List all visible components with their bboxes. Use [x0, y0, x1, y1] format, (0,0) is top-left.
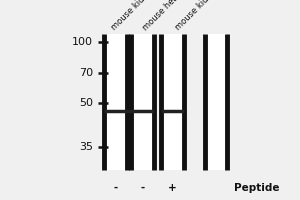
Text: mouse kidney: mouse kidney	[109, 0, 157, 32]
Text: Peptide: Peptide	[234, 183, 280, 193]
Text: +: +	[168, 183, 177, 193]
Text: 50: 50	[79, 98, 93, 108]
Bar	[131, 34, 154, 170]
Text: 70: 70	[79, 68, 93, 78]
Text: -: -	[140, 183, 145, 193]
Bar	[161, 34, 184, 170]
Text: mouse kidney: mouse kidney	[174, 0, 222, 32]
Text: mouse heart: mouse heart	[141, 0, 185, 32]
Text: 100: 100	[72, 37, 93, 47]
Text: -: -	[113, 183, 118, 193]
Text: 35: 35	[79, 142, 93, 152]
Bar	[205, 34, 227, 170]
Bar	[104, 34, 127, 170]
